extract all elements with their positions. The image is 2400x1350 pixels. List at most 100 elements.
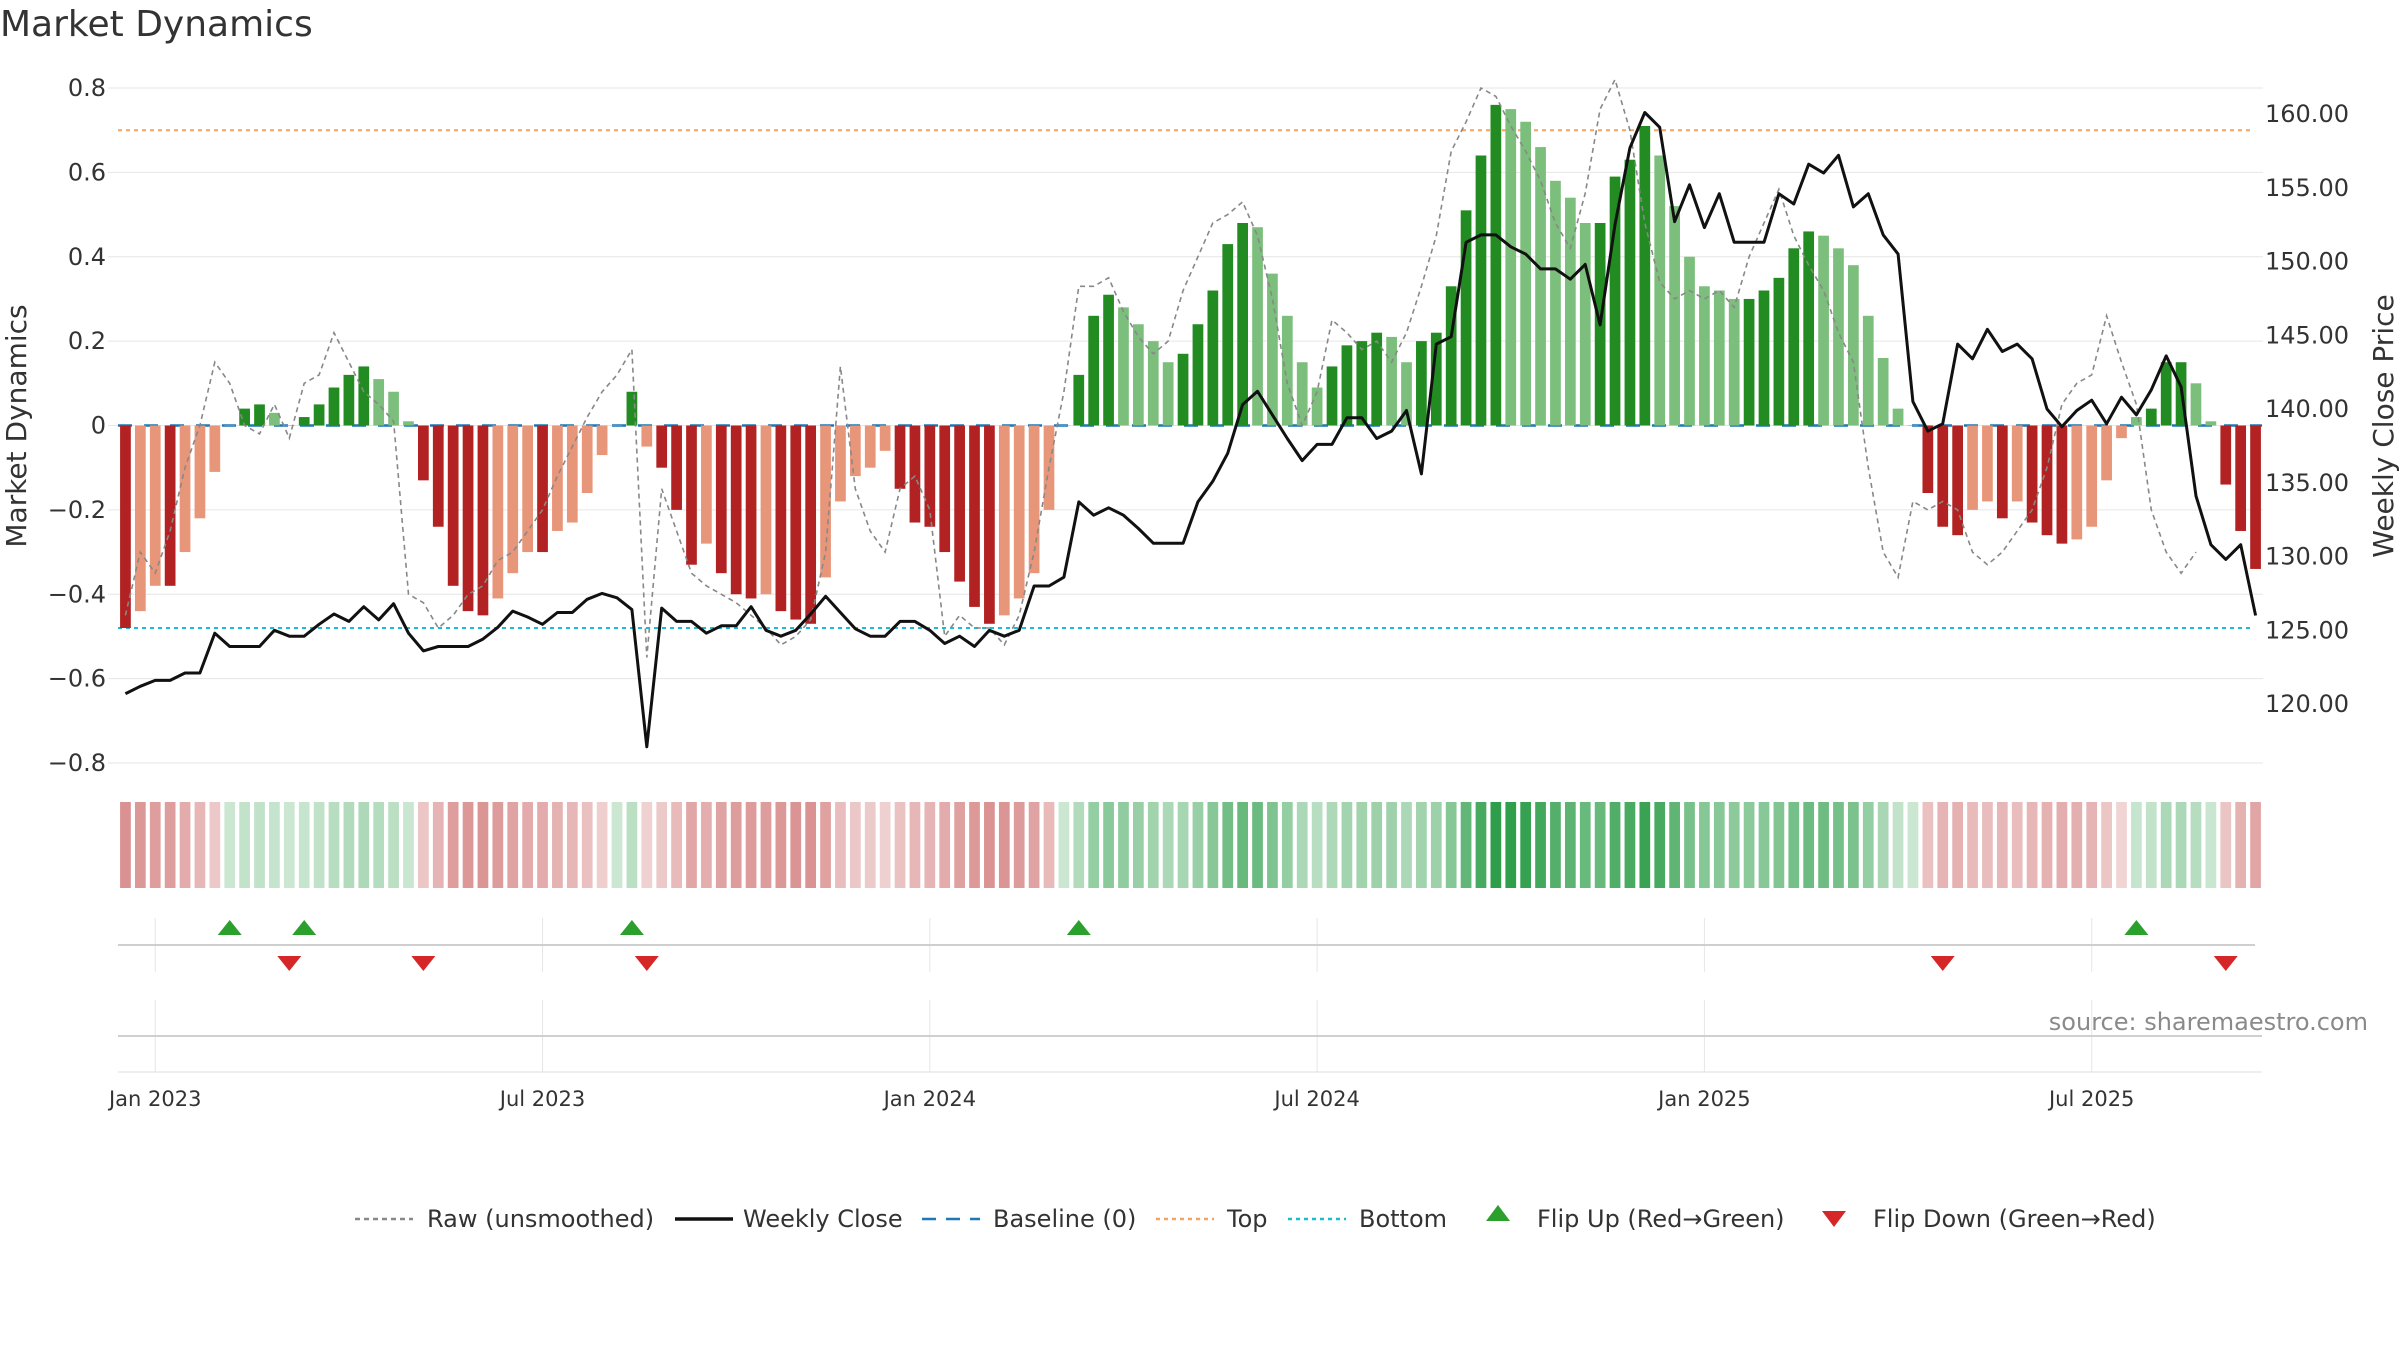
regime-strip-cell <box>954 802 965 888</box>
regime-strip-cell <box>1133 802 1144 888</box>
dynamics-bar <box>2101 425 2112 481</box>
dynamics-bar <box>2160 362 2172 426</box>
dynamics-bar <box>2086 425 2098 527</box>
dynamics-bar <box>1103 294 1114 426</box>
flip-down-marker <box>277 956 302 971</box>
regime-strip-cell <box>1907 802 1919 888</box>
regime-strip-cell <box>1267 802 1278 888</box>
dynamics-bar <box>1296 362 1308 426</box>
regime-strip-cell <box>760 802 772 888</box>
regime-strip-cell <box>2086 802 2098 888</box>
legend-label: Top <box>1226 1205 1268 1233</box>
flip-down-marker <box>634 956 659 971</box>
regime-strip-cell <box>1460 802 1472 888</box>
regime-strip-cell <box>2250 802 2261 888</box>
dynamics-bar <box>566 425 578 523</box>
x-tick-label: Jan 2025 <box>1656 1087 1751 1111</box>
dynamics-bar <box>849 425 861 477</box>
dynamics-bar <box>790 425 802 620</box>
regime-strip-cell <box>179 802 191 888</box>
legend-swatch <box>1822 1211 1846 1227</box>
dynamics-bar <box>894 425 906 489</box>
dynamics-bar <box>2205 421 2217 426</box>
dynamics-bar <box>939 425 951 553</box>
regime-strip-cell <box>298 802 310 888</box>
regime-strip-cell <box>1803 802 1815 888</box>
dynamics-bar <box>656 425 668 468</box>
dynamics-bar <box>224 425 236 426</box>
flip-up-marker <box>292 920 317 935</box>
regime-strip-cell <box>2205 802 2217 888</box>
dynamics-bar <box>2220 425 2232 485</box>
dynamics-bar <box>1356 341 1368 426</box>
dynamics-bar <box>537 425 548 553</box>
regime-strip-cell <box>1594 802 1606 888</box>
regime-strip-cell <box>1356 802 1368 888</box>
dynamics-bar <box>1252 227 1263 426</box>
dynamics-bar <box>1505 109 1517 426</box>
regime-strip-cell <box>879 802 891 888</box>
regime-strip-cell <box>239 802 250 888</box>
y-right-tick-label: 145.00 <box>2265 321 2349 349</box>
regime-strip-cell <box>1550 802 1561 888</box>
regime-strip-cell <box>894 802 906 888</box>
dynamics-bar <box>1311 387 1323 426</box>
regime-strip-cell <box>1386 802 1397 888</box>
regime-strip-cell <box>224 802 236 888</box>
dynamics-bar <box>164 425 176 586</box>
dynamics-bar <box>1654 155 1666 426</box>
regime-strip-cell <box>343 802 355 888</box>
dynamics-bar <box>1758 290 1770 426</box>
y-axis-right: 160.00 155.00 150.00 145.00 140.00 135.00 130.… <box>2265 100 2349 718</box>
dynamics-bar <box>239 408 250 426</box>
regime-strip-cell <box>2145 802 2157 888</box>
regime-strip-cell <box>805 802 817 888</box>
dynamics-bar <box>1445 286 1457 426</box>
regime-strip-cell <box>1743 802 1755 888</box>
dynamics-bar <box>1907 425 1919 426</box>
dynamics-bar <box>1669 206 1680 426</box>
dynamics-bar <box>1147 341 1159 426</box>
dynamics-bar <box>2131 417 2142 426</box>
dynamics-bar <box>373 379 385 426</box>
regime-strip-cell <box>1490 802 1502 888</box>
regime-strip-cell <box>924 802 936 888</box>
dynamics-bar <box>596 425 608 456</box>
dynamics-bar <box>1624 159 1636 426</box>
dynamics-bar <box>462 425 474 612</box>
dynamics-bar <box>1058 425 1070 426</box>
regime-strip-cell <box>1609 802 1621 888</box>
regime-strip-cell <box>775 802 787 888</box>
dynamics-bar <box>641 425 653 447</box>
dynamics-bar <box>1743 298 1755 426</box>
regime-strip-cell <box>1416 802 1427 888</box>
dynamics-bar <box>864 425 876 468</box>
regime-strip-cell <box>1252 802 1263 888</box>
regime-strip-cell <box>1445 802 1457 888</box>
dynamics-bar <box>1952 425 1963 536</box>
regime-strip-cell <box>1684 802 1695 888</box>
dynamics-bar <box>581 425 593 493</box>
legend-label: Bottom <box>1359 1205 1447 1233</box>
regime-strip-cell <box>1848 802 1859 888</box>
dynamics-bar <box>1609 176 1621 426</box>
y-tick-label: 0.4 <box>68 243 106 271</box>
x-tick-label: Jan 2024 <box>882 1087 977 1111</box>
regime-strip-cell <box>1281 802 1293 888</box>
dynamics-bar <box>611 425 623 426</box>
regime-strip-cell <box>1103 802 1114 888</box>
regime-strip-cell <box>1728 802 1740 888</box>
x-axis: Jan 2023 Jul 2023 Jan 2024 Jul 2024 Jan 2025… <box>107 1087 2134 1111</box>
dynamics-bar <box>1207 290 1219 426</box>
regime-strip-cell <box>1654 802 1666 888</box>
flip-panel <box>118 918 2255 972</box>
regime-strip-cell <box>820 802 831 888</box>
dynamics-bar <box>1401 362 1412 426</box>
regime-strip-cell <box>134 802 146 888</box>
dynamics-bar <box>477 425 489 616</box>
dynamics-bar <box>2145 408 2157 426</box>
regime-strip-cell <box>1058 802 1070 888</box>
regime-strip-cell <box>1818 802 1829 888</box>
regime-strip-cell <box>2041 802 2053 888</box>
dynamics-bar <box>1520 121 1532 426</box>
